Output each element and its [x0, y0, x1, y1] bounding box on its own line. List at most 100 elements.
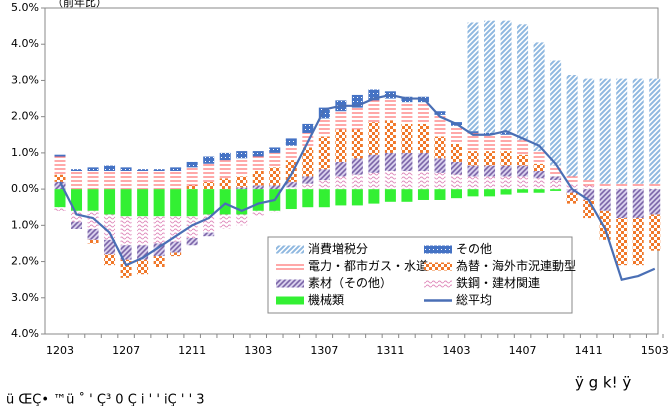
- legend-swatch: [276, 262, 304, 271]
- bar-segment: [368, 154, 380, 173]
- x-tick-label: 1307: [310, 344, 338, 357]
- bar-segment: [219, 189, 231, 215]
- bar-segment: [368, 189, 380, 204]
- bar-segment: [203, 232, 215, 237]
- bar-segment: [533, 171, 545, 179]
- bar-segment: [302, 183, 314, 190]
- bar-segment: [120, 189, 132, 217]
- bar-segment: [170, 189, 182, 217]
- y-tick-label: 1.0%: [11, 146, 39, 159]
- bar-segment: [450, 143, 462, 162]
- bar-segment: [236, 158, 248, 177]
- bar-segment: [104, 165, 116, 171]
- bar-segment: [302, 123, 314, 133]
- bar-segment: [351, 189, 363, 206]
- bar-segment: [318, 180, 330, 190]
- bar-segment: [285, 189, 297, 210]
- bar-segment: [170, 167, 182, 171]
- bar-segment: [219, 178, 231, 190]
- bar-segment: [467, 165, 479, 177]
- bar-segment: [54, 207, 66, 211]
- bar-segment: [269, 210, 281, 213]
- bar-segment: [616, 187, 628, 190]
- bar-segment: [384, 152, 396, 171]
- bar-segment: [137, 216, 149, 246]
- bar-segment: [285, 187, 297, 190]
- bar-segment: [137, 189, 149, 217]
- bar-segment: [87, 171, 99, 190]
- bar-segment: [87, 189, 99, 211]
- bar-segment: [186, 185, 198, 190]
- y-tick-label: 4.0%: [11, 327, 39, 340]
- bar-segment: [335, 161, 347, 177]
- bar-segment: [517, 24, 529, 141]
- bar-segment: [500, 134, 512, 152]
- x-tick-label: 1311: [376, 344, 404, 357]
- bar-segment: [533, 178, 545, 190]
- bar-segment: [203, 181, 215, 190]
- bar-segment: [368, 89, 380, 101]
- bar-segment: [351, 94, 363, 108]
- bar-segment: [616, 189, 628, 219]
- bar-segment: [252, 151, 264, 157]
- bar-segment: [533, 189, 545, 193]
- bar-segment: [649, 189, 661, 215]
- bar-segment: [599, 187, 611, 190]
- bar-segment: [384, 171, 396, 190]
- bar-segment: [599, 189, 611, 211]
- bar-segment: [120, 259, 132, 278]
- bar-segment: [236, 176, 248, 188]
- bar-segment: [285, 160, 297, 182]
- bar-segment: [351, 129, 363, 159]
- bar-segment: [302, 147, 314, 177]
- bar-segment: [583, 185, 595, 190]
- bar-segment: [484, 151, 496, 166]
- bar-segment: [203, 214, 215, 233]
- bar-segment: [335, 176, 347, 190]
- bar-segment: [484, 165, 496, 177]
- y-tick-label: 2.0%: [11, 110, 39, 123]
- bar-segment: [550, 180, 562, 190]
- bar-segment: [137, 171, 149, 190]
- bar-segment: [484, 20, 496, 133]
- bar-segment: [450, 125, 462, 144]
- bar-segment: [54, 181, 66, 190]
- bar-segment: [335, 111, 347, 130]
- bar-segment: [269, 167, 281, 186]
- legend-label: 為替・海外市況連動型: [456, 258, 576, 273]
- y-tick-label: 3.0%: [11, 73, 39, 86]
- bar-segment: [467, 176, 479, 190]
- bar-segment: [632, 218, 644, 266]
- line-series: [59, 93, 656, 281]
- note: ÿ g k! ÿ: [575, 374, 631, 392]
- bar-segment: [583, 199, 595, 219]
- bar-segment: [219, 214, 231, 229]
- bar-segment: [120, 216, 132, 246]
- bar-segment: [384, 189, 396, 202]
- legend-swatch: [276, 279, 304, 288]
- bar-segment: [533, 163, 545, 171]
- bar-segment: [450, 161, 462, 175]
- bar-segment: [649, 183, 661, 188]
- bar-segment: [384, 98, 396, 121]
- x-tick-label: 1211: [178, 344, 206, 357]
- note: ü ŒÇ• ™ü ˚ ' Ç³ 0 Ç i ' ' iÇ ' ' 3: [6, 392, 205, 406]
- bar-segment: [153, 171, 165, 190]
- bar-segment: [632, 187, 644, 190]
- bar-segment: [219, 160, 231, 179]
- bar-segment: [450, 174, 462, 190]
- bar-segment: [120, 167, 132, 171]
- bar-segment: [104, 189, 116, 215]
- bar-segment: [566, 192, 578, 204]
- bar-segment: [285, 145, 297, 161]
- legend-label: 総平均: [456, 293, 492, 307]
- legend-label: 電力・都市ガス・水道: [308, 258, 428, 273]
- bar-segment: [649, 187, 661, 190]
- bar-segment: [417, 123, 429, 153]
- bar-segment: [566, 183, 578, 190]
- legend-swatch: [424, 245, 452, 254]
- bar-segment: [252, 171, 264, 186]
- bar-segment: [318, 118, 330, 137]
- bar-segment: [467, 22, 479, 132]
